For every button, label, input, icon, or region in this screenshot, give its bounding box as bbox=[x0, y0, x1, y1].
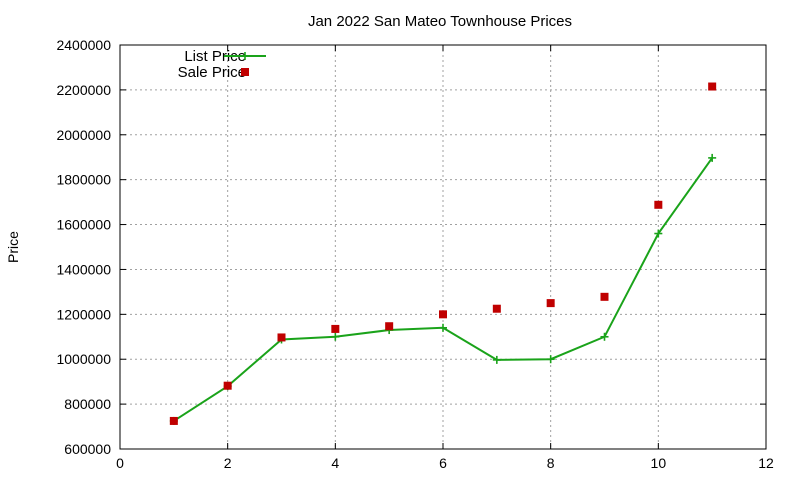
list-price-point bbox=[600, 332, 609, 341]
sale-price-point bbox=[169, 416, 178, 425]
list-price-point bbox=[439, 323, 447, 332]
y-tick-label: 1400000 bbox=[56, 261, 111, 277]
sale-price-point bbox=[654, 200, 663, 209]
x-tick-label: 2 bbox=[224, 455, 232, 471]
y-tick-label: 800000 bbox=[64, 396, 111, 412]
y-tick-label: 2400000 bbox=[56, 37, 111, 53]
sale-price-point bbox=[277, 333, 286, 342]
list-price-point bbox=[331, 332, 340, 341]
list-price-point bbox=[492, 355, 501, 364]
x-tick-label: 8 bbox=[547, 455, 555, 471]
legend-label: Sale Price bbox=[178, 64, 246, 81]
y-tick-label: 1800000 bbox=[56, 172, 111, 188]
sale-price-point bbox=[439, 310, 447, 319]
chart-title: Jan 2022 San Mateo Townhouse Prices bbox=[308, 13, 572, 30]
axis-tick-labels: 0 2 4 6 8 10 12 600000 800000 1000000 1200000 14000… bbox=[56, 37, 774, 471]
list-price-point bbox=[708, 153, 717, 162]
sale-price-point bbox=[331, 324, 340, 333]
y-axis-label: Price bbox=[5, 231, 21, 263]
grid-lines bbox=[120, 45, 766, 449]
x-tick-label: 12 bbox=[758, 455, 774, 471]
list-price-point bbox=[546, 355, 555, 364]
y-tick-label: 2200000 bbox=[56, 82, 111, 98]
y-tick-label: 1000000 bbox=[56, 351, 111, 367]
sale-price-point bbox=[492, 304, 501, 313]
list-price-point bbox=[654, 229, 663, 238]
sale-price-point bbox=[600, 292, 609, 301]
legend-plus-marker bbox=[241, 52, 249, 60]
x-tick-label: 4 bbox=[331, 455, 339, 471]
x-tick-label: 6 bbox=[439, 455, 447, 471]
series-layer bbox=[169, 82, 717, 425]
legend-square-marker bbox=[241, 68, 249, 76]
sale-price-point bbox=[546, 299, 555, 308]
sale-price-point bbox=[708, 82, 717, 91]
sale-price-point bbox=[385, 322, 394, 331]
y-tick-label: 600000 bbox=[64, 441, 111, 457]
y-tick-label: 1200000 bbox=[56, 306, 111, 322]
y-tick-label: 2000000 bbox=[56, 127, 111, 143]
x-tick-label: 10 bbox=[651, 455, 667, 471]
legend-label: List Price bbox=[184, 48, 246, 65]
axis-ticks bbox=[119, 44, 767, 450]
y-tick-label: 1600000 bbox=[56, 217, 111, 233]
sale-price-point bbox=[223, 381, 232, 390]
x-tick-label: 0 bbox=[116, 455, 124, 471]
